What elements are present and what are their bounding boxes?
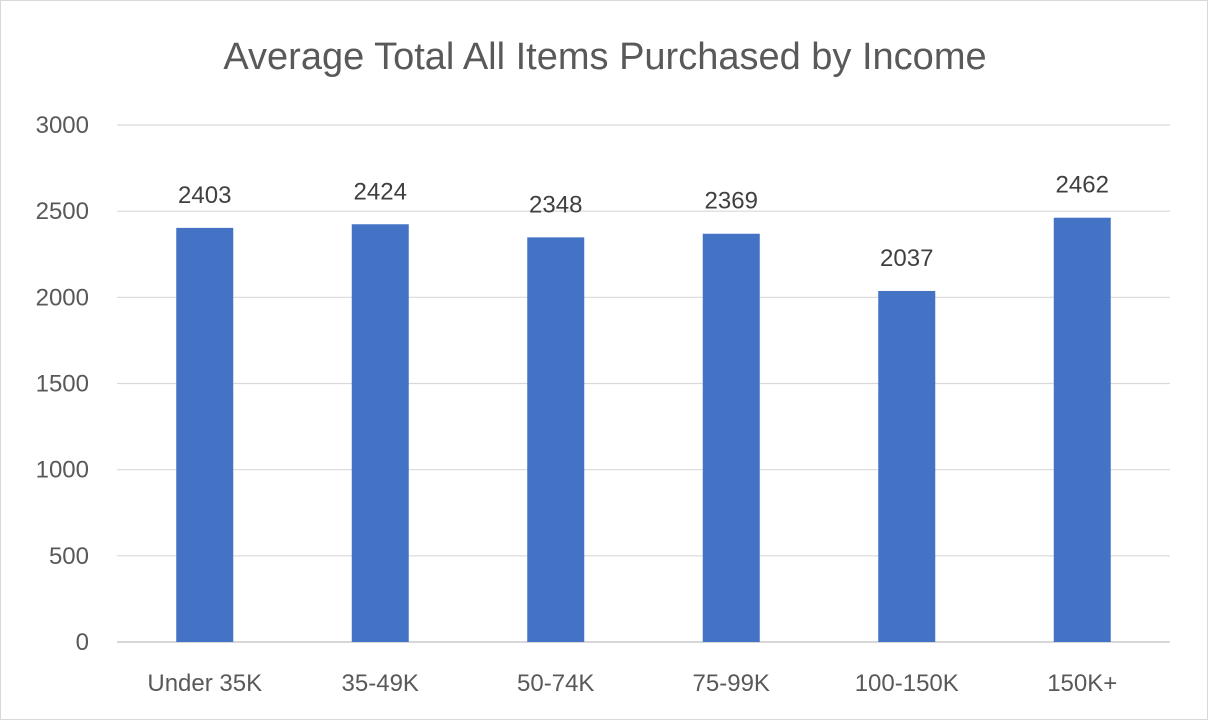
bar-0 <box>176 227 234 642</box>
x-tick-label: 100-150K <box>855 670 959 697</box>
bar-4 <box>878 290 936 642</box>
x-tick-label: 35-49K <box>342 670 419 697</box>
bar-5 <box>1053 217 1111 642</box>
y-tick-label: 2000 <box>36 284 89 311</box>
x-tick-label: 75-99K <box>693 670 770 697</box>
bar-1 <box>351 224 409 643</box>
y-tick-label: 2500 <box>36 198 89 225</box>
x-axis-ticks: Under 35K 35-49K 50-74K 75-99K 100-150K 150K+ <box>147 670 1117 697</box>
x-tick-label: 50-74K <box>517 670 594 697</box>
chart-title: Average Total All Items Purchased by Inc… <box>223 36 986 78</box>
y-tick-label: 1500 <box>36 371 89 398</box>
y-axis-ticks: 0 500 1000 1500 2000 2500 3000 <box>36 112 89 656</box>
bar-2 <box>527 237 585 642</box>
y-tick-label: 500 <box>49 543 89 570</box>
bars <box>176 217 1111 643</box>
data-label: 2403 <box>178 182 231 209</box>
data-label: 2369 <box>705 188 758 215</box>
data-label: 2348 <box>529 191 582 218</box>
y-tick-label: 1000 <box>36 457 89 484</box>
data-label: 2424 <box>354 178 407 205</box>
data-label: 2462 <box>1056 172 1109 199</box>
data-label: 2037 <box>880 245 933 272</box>
y-tick-label: 3000 <box>36 112 89 139</box>
x-tick-label: Under 35K <box>147 670 262 697</box>
x-tick-label: 150K+ <box>1047 670 1117 697</box>
gridlines <box>117 124 1170 643</box>
bar-3 <box>702 233 760 642</box>
data-labels: 2403 2424 2348 2369 2037 2462 <box>178 172 1109 272</box>
y-tick-label: 0 <box>76 629 89 656</box>
